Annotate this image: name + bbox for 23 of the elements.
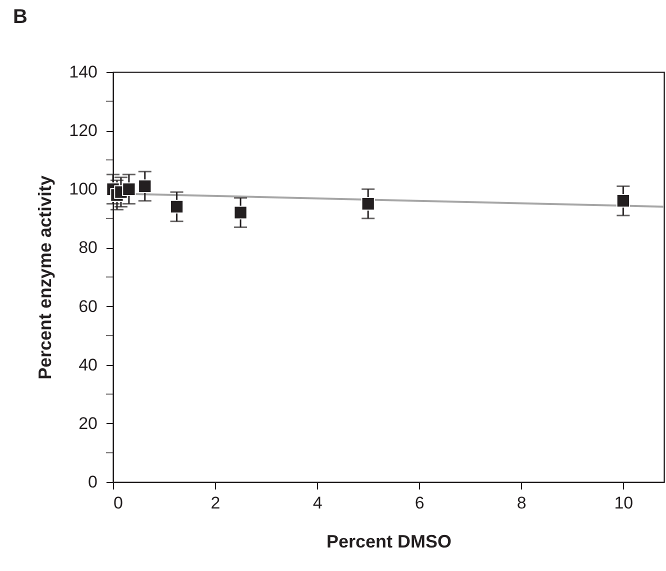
y-tick-label: 0 <box>88 472 98 492</box>
y-tick-label: 20 <box>78 414 98 433</box>
point <box>234 206 248 220</box>
y-tick-label: 60 <box>78 296 98 316</box>
x-tick-label: 6 <box>414 494 424 512</box>
point <box>361 196 375 211</box>
y-tick-label: 120 <box>69 121 98 140</box>
point <box>170 200 184 214</box>
y-tick-label: 80 <box>78 238 98 258</box>
x-tick-label: 2 <box>210 494 220 512</box>
point <box>122 182 136 196</box>
point <box>138 179 152 194</box>
y-tick-label: 140 <box>69 62 98 82</box>
x-axis-title: Percent DMSO <box>326 532 452 552</box>
chart-title: B <box>13 6 28 28</box>
y-tick-label: 100 <box>69 180 98 199</box>
x-tick-label: 8 <box>516 494 526 512</box>
x-tick-label: 10 <box>614 494 634 512</box>
x-tick-label: 0 <box>114 494 123 512</box>
y-tick-label: 40 <box>78 355 98 374</box>
x-tick-label: 4 <box>312 494 322 512</box>
point <box>616 194 630 208</box>
y-axis-title: Percent enzyme activity <box>35 175 56 380</box>
